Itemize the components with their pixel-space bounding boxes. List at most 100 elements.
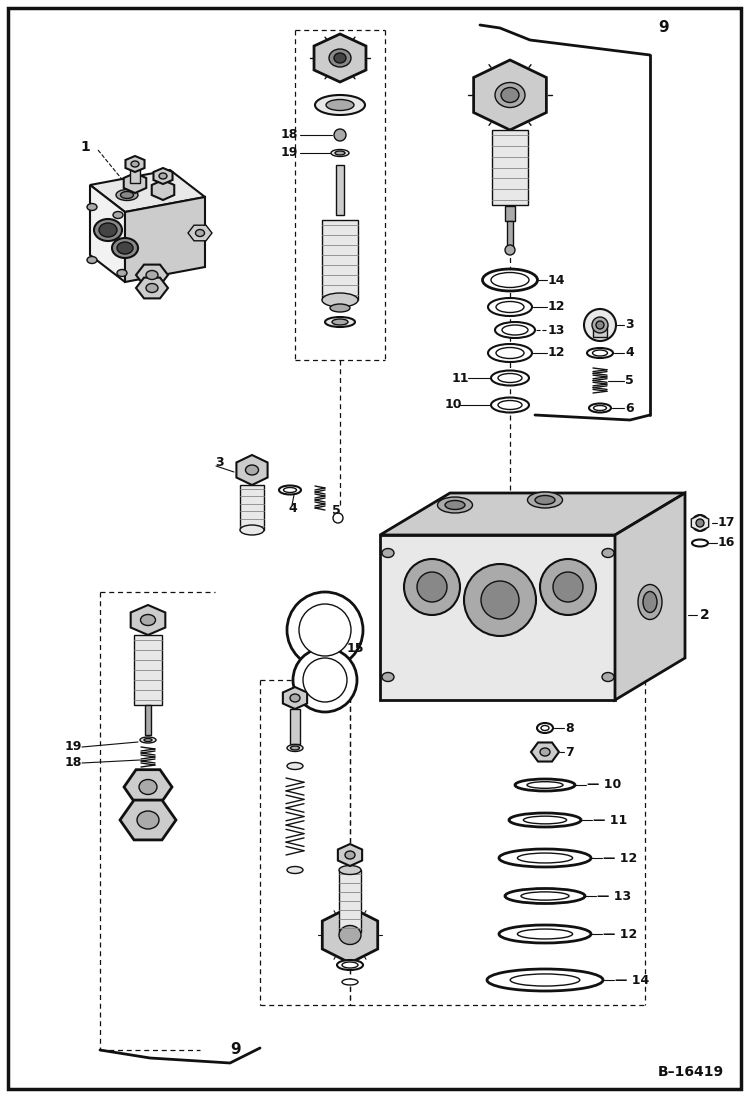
Ellipse shape <box>485 75 535 115</box>
Ellipse shape <box>287 745 303 751</box>
Text: 2: 2 <box>700 608 710 622</box>
Ellipse shape <box>87 204 97 211</box>
Ellipse shape <box>140 737 156 743</box>
Polygon shape <box>338 844 362 866</box>
Polygon shape <box>380 493 685 535</box>
Ellipse shape <box>495 82 525 108</box>
Bar <box>290 709 300 744</box>
Text: — 12: — 12 <box>603 927 637 940</box>
Ellipse shape <box>515 779 575 791</box>
Bar <box>336 165 344 215</box>
Ellipse shape <box>339 926 361 945</box>
Ellipse shape <box>342 979 358 985</box>
Ellipse shape <box>487 969 603 991</box>
Circle shape <box>596 321 604 329</box>
Ellipse shape <box>240 525 264 535</box>
Ellipse shape <box>541 725 549 731</box>
Ellipse shape <box>131 161 139 167</box>
Text: 16: 16 <box>718 536 736 550</box>
Text: 7: 7 <box>565 746 574 758</box>
Polygon shape <box>124 770 172 804</box>
Ellipse shape <box>501 88 519 102</box>
Ellipse shape <box>593 406 607 410</box>
Ellipse shape <box>112 238 138 258</box>
Ellipse shape <box>498 400 522 409</box>
Circle shape <box>584 309 616 341</box>
Ellipse shape <box>331 919 369 951</box>
Ellipse shape <box>491 371 529 385</box>
Ellipse shape <box>488 344 532 362</box>
Ellipse shape <box>332 319 348 325</box>
Ellipse shape <box>87 257 97 263</box>
Ellipse shape <box>117 242 133 255</box>
Ellipse shape <box>643 591 657 612</box>
Ellipse shape <box>524 816 566 824</box>
Bar <box>145 705 151 735</box>
Circle shape <box>417 572 447 602</box>
Ellipse shape <box>602 672 614 681</box>
Ellipse shape <box>382 548 394 557</box>
Bar <box>240 485 264 530</box>
Bar <box>134 635 162 705</box>
Polygon shape <box>120 800 176 840</box>
Circle shape <box>303 658 347 702</box>
Text: 12: 12 <box>548 347 565 360</box>
Polygon shape <box>90 170 205 212</box>
Ellipse shape <box>141 614 156 625</box>
Text: 1: 1 <box>80 140 90 154</box>
Polygon shape <box>691 514 709 531</box>
Circle shape <box>333 513 343 523</box>
Ellipse shape <box>589 404 611 412</box>
Circle shape <box>505 245 515 255</box>
Bar <box>322 220 358 299</box>
Ellipse shape <box>505 889 585 904</box>
Ellipse shape <box>287 762 303 769</box>
Ellipse shape <box>488 298 532 316</box>
Ellipse shape <box>445 500 465 509</box>
Ellipse shape <box>330 304 350 312</box>
Text: — 13: — 13 <box>597 890 631 903</box>
Ellipse shape <box>518 929 572 939</box>
Ellipse shape <box>638 585 662 620</box>
Polygon shape <box>152 180 175 200</box>
Polygon shape <box>314 34 366 82</box>
Ellipse shape <box>331 149 349 157</box>
Circle shape <box>540 559 596 615</box>
Ellipse shape <box>159 173 167 179</box>
Ellipse shape <box>121 192 133 199</box>
Ellipse shape <box>195 229 204 237</box>
Polygon shape <box>473 60 546 131</box>
Bar <box>339 870 361 932</box>
Text: 5: 5 <box>332 504 341 517</box>
Polygon shape <box>136 278 168 298</box>
Ellipse shape <box>437 497 473 513</box>
Ellipse shape <box>287 867 303 873</box>
Polygon shape <box>188 225 212 241</box>
Ellipse shape <box>521 892 569 901</box>
Text: 18: 18 <box>281 128 298 142</box>
Text: — 14: — 14 <box>615 973 649 986</box>
Ellipse shape <box>510 974 580 986</box>
Ellipse shape <box>326 100 354 111</box>
Ellipse shape <box>322 44 358 72</box>
Text: 9: 9 <box>230 1042 240 1058</box>
Ellipse shape <box>322 293 358 307</box>
Ellipse shape <box>502 325 528 335</box>
Circle shape <box>404 559 460 615</box>
Text: 5: 5 <box>625 374 634 387</box>
Ellipse shape <box>496 348 524 359</box>
Ellipse shape <box>509 813 581 827</box>
Circle shape <box>592 317 608 333</box>
Ellipse shape <box>499 849 591 867</box>
Text: 8: 8 <box>565 722 574 735</box>
Ellipse shape <box>602 548 614 557</box>
Ellipse shape <box>527 491 562 508</box>
Ellipse shape <box>495 323 535 338</box>
Ellipse shape <box>284 487 297 493</box>
Ellipse shape <box>290 694 300 702</box>
Ellipse shape <box>587 348 613 358</box>
Text: 9: 9 <box>658 21 669 35</box>
Text: 3: 3 <box>215 455 224 468</box>
Ellipse shape <box>329 49 351 67</box>
Polygon shape <box>615 493 685 700</box>
